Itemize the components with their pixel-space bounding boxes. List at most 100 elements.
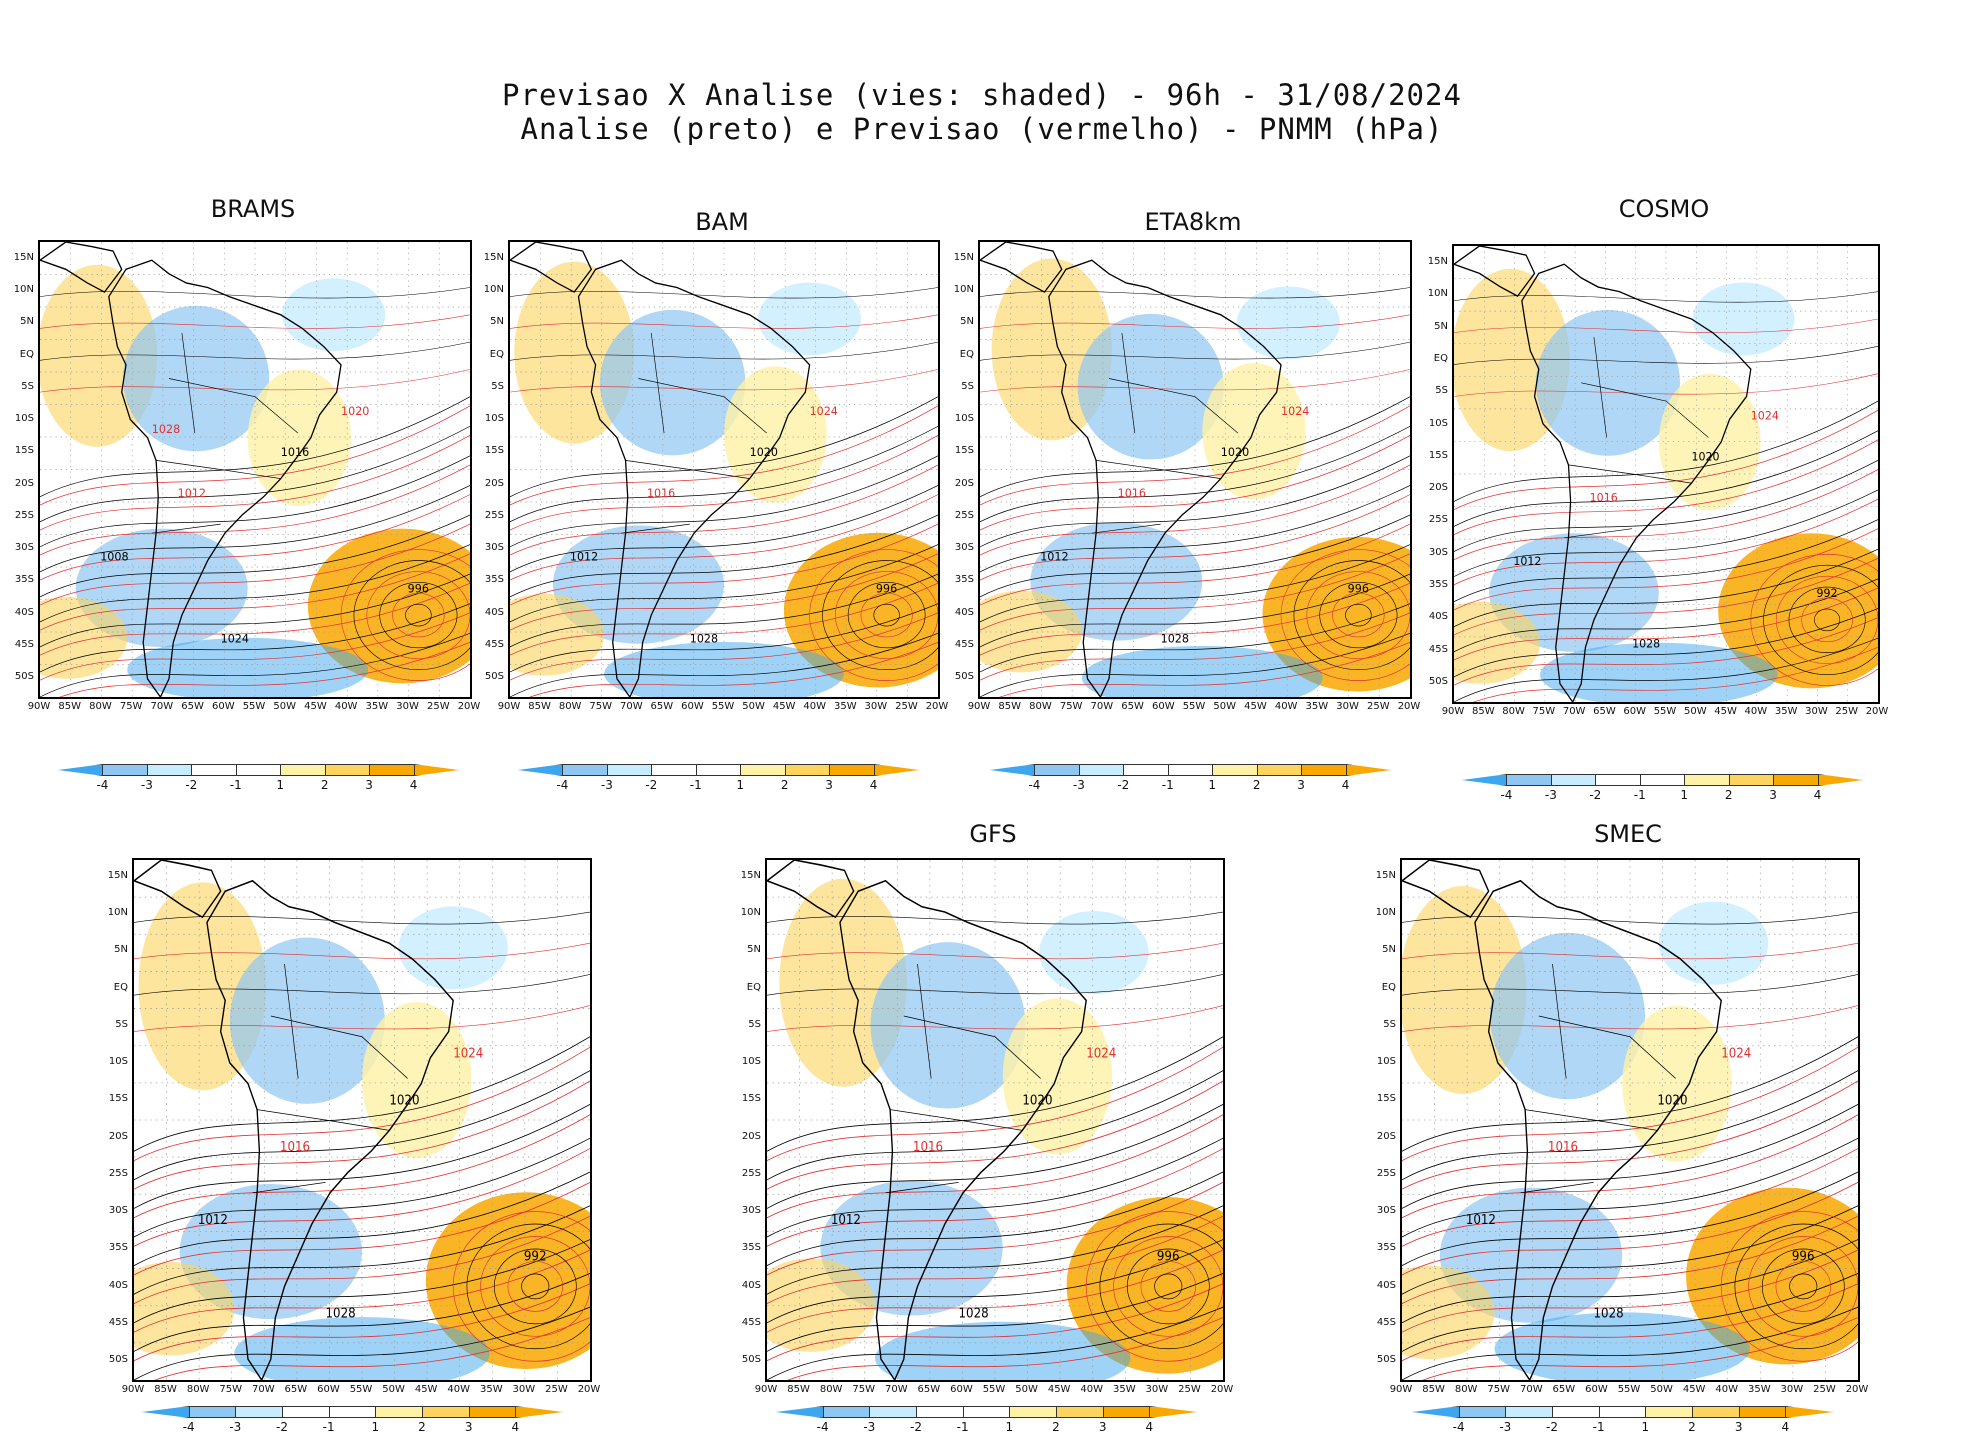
- colorbar-label: -4: [1500, 788, 1513, 802]
- lat-tick-label: 10N: [1427, 288, 1448, 300]
- coastline-central-america: [510, 242, 593, 293]
- lon-tick-label: 50W: [273, 701, 297, 712]
- lat-tick-label: 30S: [741, 1205, 761, 1217]
- low-pressure-contour: [1099, 1223, 1223, 1350]
- isobar-analysis: [767, 1104, 1223, 1209]
- colorbar-label: 4: [511, 1420, 520, 1434]
- low-pressure-contour: [1750, 553, 1878, 686]
- lon-tick-label: 85W: [1471, 706, 1495, 717]
- map-canvas: 1012 1016 1020 1024 1028 996: [1402, 860, 1858, 1380]
- main-title-line2: Analise (preto) e Previsao (vermelho) - …: [520, 112, 1444, 146]
- bias-shading: [870, 942, 1026, 1109]
- colorbar-swatch: [1639, 774, 1686, 786]
- isobar: [767, 1005, 1223, 1032]
- isobar-forecast: [1402, 1215, 1858, 1304]
- low-pressure-contour: [392, 592, 445, 638]
- lat-tick-label: 5S: [115, 1018, 128, 1030]
- colorbar-label: 1: [736, 778, 745, 792]
- colorbar-swatch: [1102, 1406, 1151, 1418]
- lat-tick-label: 25S: [741, 1167, 761, 1179]
- colorbar-label: -3: [863, 1420, 876, 1434]
- isobar-analysis: [134, 1306, 590, 1380]
- lat-tick-label: 5N: [1434, 320, 1448, 332]
- isobar-forecast: [1422, 1317, 1858, 1380]
- isobar: [1402, 942, 1858, 960]
- colorbar-swatch: [916, 1406, 964, 1418]
- isobar-forecast: [980, 464, 1410, 556]
- lon-tick-label: 50W: [1015, 1384, 1038, 1395]
- isobar-label: 1016: [280, 1138, 310, 1154]
- lon-tick-label: 80W: [186, 1384, 210, 1395]
- lon-tick-label: 90W: [1441, 706, 1465, 717]
- isobar-label: 1012: [198, 1211, 228, 1227]
- colorbar-swatch: [1505, 1406, 1553, 1418]
- panel-title: COSMO: [1618, 195, 1710, 223]
- map-plot: 1008 1012 1016 1020 1024 1028 996: [38, 240, 472, 699]
- coastline-central-america: [980, 242, 1063, 293]
- low-center-label: 996: [1792, 1248, 1815, 1264]
- lon-tick-label: 85W: [154, 1384, 177, 1395]
- isobar-forecast: [510, 494, 938, 581]
- lon-tick-label: 30W: [396, 701, 419, 712]
- colorbar-swatch: [1817, 774, 1863, 786]
- lat-tick-label: EQ: [1433, 352, 1448, 364]
- colorbar-label: 2: [1052, 1420, 1060, 1434]
- low-pressure-contour: [1306, 571, 1410, 660]
- colorbar-label: -4: [182, 1420, 195, 1434]
- low-pressure-contour: [379, 582, 458, 649]
- colorbar-label: -2: [910, 1420, 922, 1434]
- bias-shading: [122, 305, 270, 452]
- isobar-forecast: [787, 1317, 1223, 1380]
- isobar-analysis: [767, 1137, 1223, 1238]
- isobar-label: 1012: [1513, 554, 1541, 568]
- lon-tick-label: 40W: [1274, 701, 1298, 712]
- lat-tick-label: 50S: [741, 1354, 761, 1365]
- lat-tick-label: 5N: [960, 316, 974, 328]
- isobar-label: 1020: [1657, 1092, 1687, 1108]
- isobar: [1402, 974, 1858, 996]
- lat-tick-label: 15S: [1428, 449, 1448, 461]
- lat-tick-label: 10N: [953, 284, 974, 296]
- lat-tick-label: 20S: [484, 477, 504, 489]
- isobar-analysis: [980, 455, 1410, 548]
- lon-tick-label: 55W: [349, 1384, 373, 1395]
- colorbar-label: 2: [1688, 1420, 1696, 1434]
- lon-tick-label: 35W: [479, 1384, 503, 1395]
- colorbar-swatch: [413, 764, 459, 776]
- lat-tick-label: 35S: [484, 574, 504, 586]
- isobar-analysis: [134, 1036, 590, 1152]
- country-border: [885, 1182, 959, 1194]
- lon-tick-label: 30W: [1780, 1384, 1804, 1395]
- colorbar-label: -1: [1592, 1420, 1605, 1434]
- lon-tick-label: 55W: [1653, 706, 1677, 717]
- low-pressure-contour: [834, 571, 938, 660]
- lat-tick-label: 25S: [484, 509, 504, 521]
- isobar-forecast: [154, 1317, 590, 1380]
- colorbar-label: 3: [1098, 1420, 1107, 1434]
- colorbar-swatch: [1149, 1406, 1197, 1418]
- lon-tick-label: 20W: [457, 701, 481, 712]
- coastline-south-america: [206, 879, 454, 1380]
- lon-tick-label: 25W: [1366, 701, 1390, 712]
- isobar: [980, 287, 1410, 299]
- lat-tick-label: 5S: [21, 380, 34, 392]
- low-pressure-contour: [1763, 564, 1878, 675]
- lat-tick-label: 10S: [741, 1056, 761, 1068]
- isobar-forecast: [980, 523, 1410, 606]
- bias-shading: [229, 937, 385, 1104]
- country-border: [151, 523, 221, 534]
- lat-tick-label: 40S: [108, 1279, 128, 1291]
- country-border: [1091, 523, 1161, 534]
- isobar-analysis: [134, 1070, 590, 1181]
- isobar-analysis: [1402, 1205, 1858, 1295]
- isobar-forecast: [40, 435, 470, 531]
- lat-tick-label: 15S: [108, 1093, 128, 1105]
- lat-tick-label: 30S: [484, 542, 504, 554]
- low-center-label: 992: [1817, 586, 1838, 600]
- colorbar-swatch: [1345, 764, 1391, 776]
- isobar-analysis: [1454, 459, 1878, 552]
- isobar-label: 1012: [178, 485, 206, 499]
- colorbar-swatch: [1078, 764, 1125, 776]
- lat-tick-label: 15S: [741, 1093, 761, 1105]
- isobar-forecast: [134, 1283, 590, 1362]
